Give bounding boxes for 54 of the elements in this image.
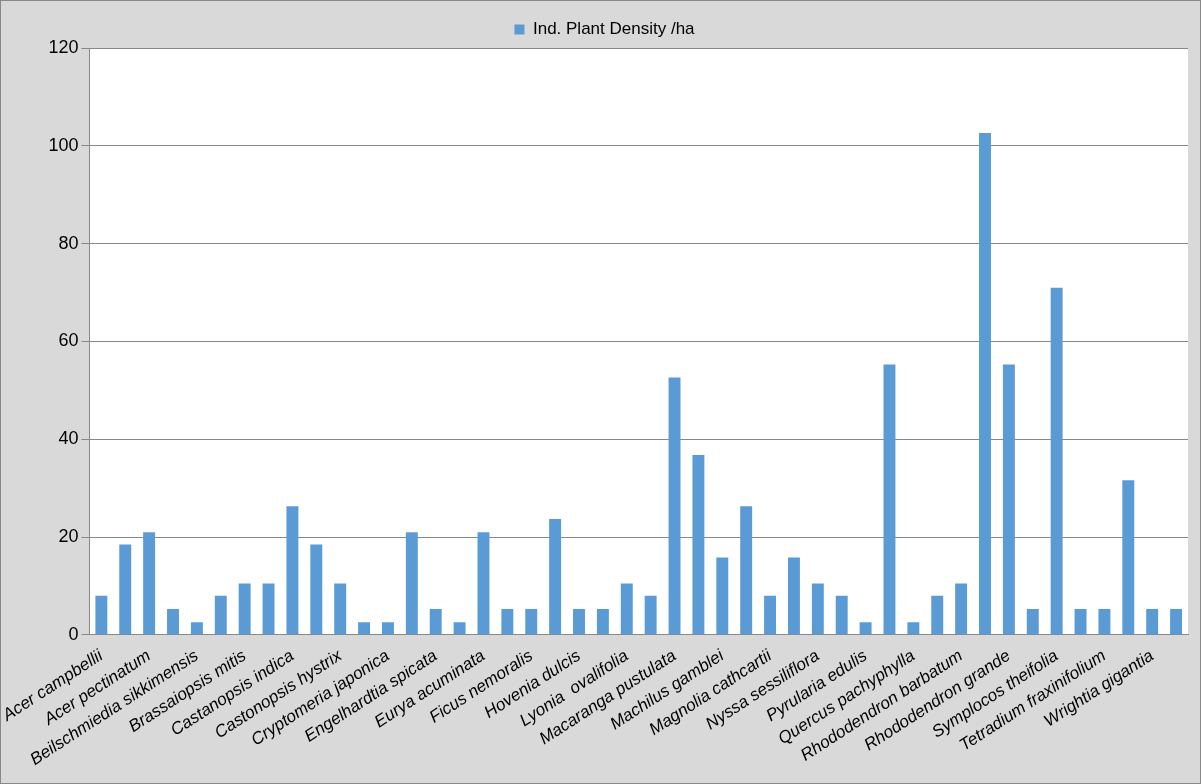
bar xyxy=(573,608,585,635)
bar xyxy=(95,595,108,635)
bar xyxy=(1170,608,1183,635)
bar xyxy=(453,622,466,635)
y-tick-label: 60 xyxy=(58,330,79,351)
bar xyxy=(883,364,896,635)
y-tick-label: 20 xyxy=(58,526,79,547)
bar xyxy=(167,608,179,635)
bar xyxy=(1146,608,1159,635)
bar xyxy=(262,583,275,635)
bar xyxy=(979,133,991,635)
bar xyxy=(1122,480,1135,635)
bar xyxy=(334,583,347,635)
y-tick-label: 40 xyxy=(58,428,79,449)
bar xyxy=(310,544,323,635)
bar xyxy=(859,622,872,635)
bar xyxy=(190,622,203,635)
y-tick-label: 100 xyxy=(48,134,79,155)
bar xyxy=(358,622,371,635)
bar xyxy=(716,557,729,635)
bar xyxy=(381,622,394,635)
bar xyxy=(692,454,705,635)
bar xyxy=(238,583,251,635)
legend-label: Ind. Plant Density /ha xyxy=(532,19,696,39)
y-tick-label: 120 xyxy=(48,36,79,57)
bar xyxy=(1050,287,1063,635)
bar xyxy=(477,532,490,635)
y-tick-label: 80 xyxy=(58,232,79,253)
bar xyxy=(429,608,442,635)
y-tick-label: 0 xyxy=(68,623,79,644)
bar xyxy=(644,595,657,635)
bar xyxy=(405,532,418,635)
bar xyxy=(501,608,514,635)
bar xyxy=(764,595,777,635)
bar xyxy=(668,377,681,635)
bar xyxy=(787,557,800,635)
bar xyxy=(907,622,920,635)
bar xyxy=(143,532,156,635)
bar xyxy=(119,544,132,635)
bar xyxy=(811,583,824,635)
bar xyxy=(525,608,538,635)
bar xyxy=(835,595,848,635)
bar xyxy=(740,506,753,635)
bar xyxy=(214,595,227,635)
bar xyxy=(286,506,299,635)
bar xyxy=(931,595,944,635)
bar xyxy=(1098,608,1111,635)
bar xyxy=(549,518,562,635)
bar xyxy=(1074,608,1087,635)
bar xyxy=(1026,608,1039,635)
bar xyxy=(1002,364,1015,635)
bar xyxy=(955,583,968,635)
bar xyxy=(596,608,609,635)
bar xyxy=(620,583,633,635)
